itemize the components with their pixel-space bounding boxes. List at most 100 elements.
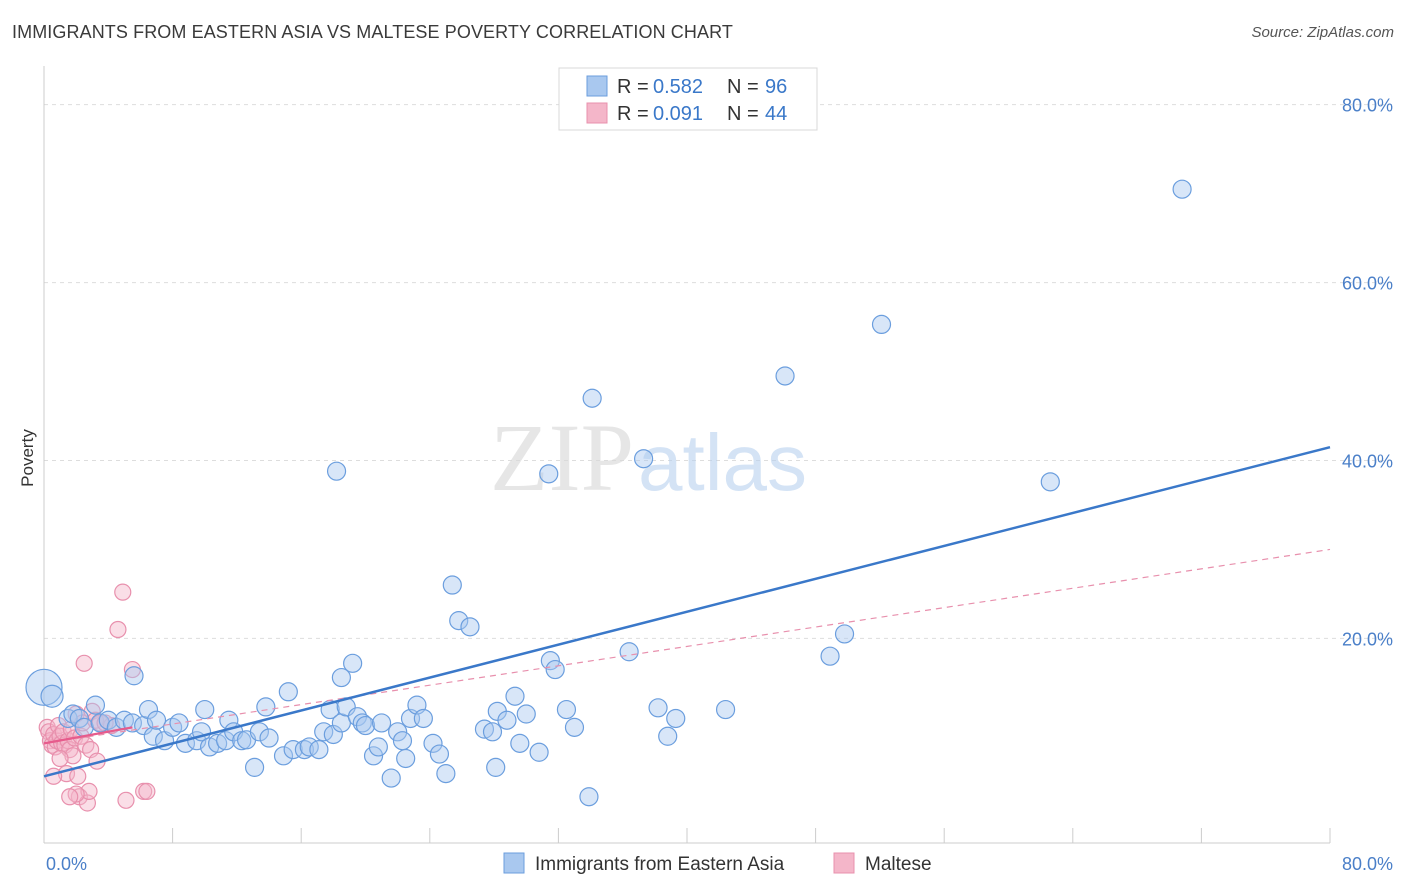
maltese-point: [117, 791, 135, 809]
maltese-point: [51, 749, 69, 768]
eastern-asia-point: [69, 708, 89, 729]
legend-r-value-2: 0.091: [653, 103, 703, 125]
eastern-asia-point: [309, 739, 329, 760]
eastern-asia-point: [244, 757, 265, 777]
eastern-asia-points: [25, 179, 1192, 807]
bottom-legend-label-pink: Maltese: [865, 854, 932, 875]
eastern-asia-point: [775, 366, 795, 386]
legend-r-label-2: R =: [617, 103, 649, 125]
eastern-asia-point: [715, 699, 736, 720]
maltese-point: [109, 620, 127, 639]
eastern-asia-point: [540, 651, 560, 671]
eastern-asia-point: [146, 710, 167, 730]
eastern-asia-point: [331, 713, 351, 733]
watermark: ZIP atlas: [490, 404, 807, 511]
eastern-asia-point: [460, 617, 480, 637]
eastern-asia-point: [259, 728, 279, 748]
eastern-asia-point: [355, 715, 376, 736]
eastern-asia-point: [539, 464, 559, 484]
eastern-asia-point: [85, 695, 106, 715]
bottom-legend-label-blue: Immigrants from Eastern Asia: [535, 854, 785, 875]
eastern-asia-point: [423, 733, 443, 753]
x-tick-label: 80.0%: [1342, 854, 1393, 874]
eastern-asia-point: [482, 722, 503, 742]
eastern-asia-point: [648, 698, 668, 718]
eastern-asia-point: [820, 646, 840, 666]
legend-swatch-pink: [586, 102, 608, 124]
eastern-asia-point: [510, 733, 530, 753]
eastern-asia-point: [658, 726, 678, 746]
watermark-atlas: atlas: [638, 418, 807, 507]
eastern-asia-point: [25, 668, 63, 706]
y-tick-label: 40.0%: [1342, 452, 1393, 472]
maltese-point: [114, 583, 132, 601]
axes: [43, 66, 1331, 844]
eastern-asia-point: [124, 666, 144, 686]
trend-lines: [43, 445, 1331, 778]
eastern-asia-point: [40, 684, 64, 708]
eastern-asia-point: [545, 659, 565, 680]
legend-swatch-blue: [586, 75, 608, 97]
maltese-point: [61, 788, 79, 806]
eastern-asia-point: [283, 739, 303, 760]
eastern-asia-point: [1040, 472, 1060, 492]
gridlines: [44, 104, 1392, 639]
eastern-asia-point: [436, 764, 456, 784]
eastern-asia-point: [352, 713, 372, 733]
maltese-trend-extension: [43, 548, 1331, 744]
chart-title: IMMIGRANTS FROM EASTERN ASIA VS MALTESE …: [12, 22, 733, 42]
eastern-asia-point: [497, 710, 517, 730]
legend-n-label-2: N =: [727, 103, 759, 125]
legend-n-label-1: N =: [727, 76, 759, 98]
eastern-asia-point: [505, 686, 525, 706]
eastern-asia-trend-line: [43, 445, 1331, 778]
x-tick-labels: 0.0% 80.0%: [46, 854, 1393, 874]
eastern-asia-point: [363, 746, 384, 766]
eastern-asia-point: [343, 653, 363, 673]
eastern-asia-point: [326, 461, 347, 481]
eastern-asia-point: [486, 757, 506, 777]
eastern-asia-point: [429, 744, 450, 764]
eastern-asia-point: [273, 746, 294, 766]
eastern-asia-point: [388, 722, 408, 742]
eastern-asia-point: [371, 713, 392, 733]
eastern-asia-point: [1172, 179, 1192, 199]
maltese-point: [69, 767, 87, 785]
eastern-asia-point: [529, 742, 549, 762]
eastern-asia-point: [834, 624, 855, 644]
maltese-point: [138, 782, 156, 801]
source-label: Source: ZipAtlas.com: [1251, 24, 1394, 41]
eastern-asia-point: [98, 710, 118, 730]
bottom-legend-swatch-pink: [833, 852, 855, 874]
maltese-point: [80, 782, 98, 801]
y-tick-labels: 20.0% 40.0% 60.0% 80.0%: [1342, 96, 1393, 650]
maltese-point: [75, 654, 93, 672]
eastern-asia-point: [556, 699, 577, 720]
stats-legend: R = 0.582 N = 96 R = 0.091 N = 44: [558, 67, 818, 131]
maltese-point: [64, 747, 82, 765]
legend-n-value-2: 44: [765, 103, 787, 125]
eastern-asia-point: [633, 449, 654, 469]
eastern-asia-point: [396, 748, 416, 769]
eastern-asia-point: [516, 704, 536, 724]
eastern-asia-point: [381, 768, 401, 788]
maltese-trend-line: [43, 726, 133, 745]
legend-r-value-1: 0.582: [653, 76, 703, 98]
eastern-asia-point: [449, 611, 469, 631]
eastern-asia-point: [368, 737, 388, 757]
eastern-asia-point: [256, 697, 276, 717]
legend-r-label-1: R =: [617, 76, 649, 98]
eastern-asia-point: [619, 642, 639, 662]
watermark-zip: ZIP: [490, 404, 634, 511]
eastern-asia-point: [413, 708, 433, 729]
y-tick-label: 20.0%: [1342, 629, 1393, 649]
eastern-asia-point: [564, 717, 585, 737]
eastern-asia-point: [74, 717, 94, 737]
legend-n-value-1: 96: [765, 76, 787, 98]
y-axis-label: Poverty: [18, 429, 37, 487]
eastern-asia-point: [278, 682, 298, 702]
eastern-asia-point: [392, 731, 413, 751]
maltese-points: [38, 583, 156, 812]
eastern-asia-point: [249, 722, 270, 742]
